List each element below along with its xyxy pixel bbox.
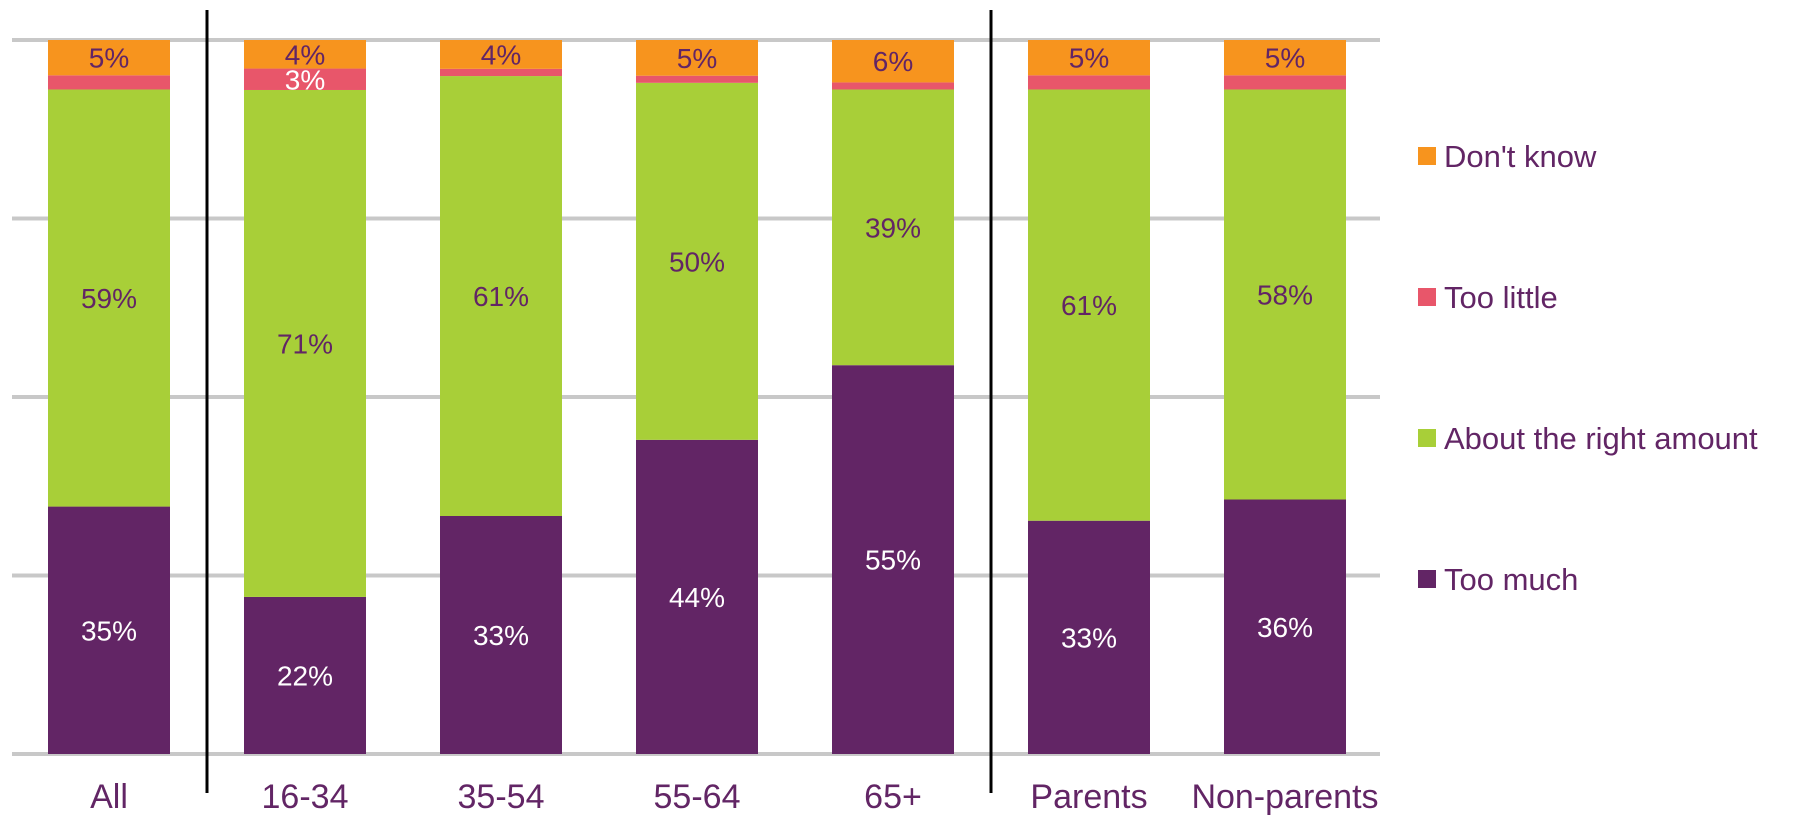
data-label: 5% bbox=[677, 43, 717, 74]
data-label: 71% bbox=[277, 328, 333, 359]
bar-segment-about-the-right-amount bbox=[1224, 89, 1346, 500]
bar-segment-too-little bbox=[832, 82, 954, 90]
x-tick-label: All bbox=[90, 778, 128, 816]
data-label: 44% bbox=[669, 582, 725, 613]
bar-segment-about-the-right-amount bbox=[244, 89, 366, 597]
legend-swatch bbox=[1418, 570, 1436, 588]
bar-segment-too-little bbox=[1224, 75, 1346, 90]
bar-segment-don-t-know bbox=[48, 40, 170, 76]
legend-label: About the right amount bbox=[1444, 421, 1758, 456]
bar-segment-don-t-know bbox=[440, 40, 562, 69]
data-label: 5% bbox=[1069, 43, 1109, 74]
legend-label: Too much bbox=[1444, 562, 1578, 597]
legend-swatch bbox=[1418, 288, 1436, 306]
bar-segment-too-much bbox=[1224, 499, 1346, 754]
bar-segment-don-t-know bbox=[1028, 40, 1150, 76]
bar-segment-don-t-know bbox=[832, 40, 954, 83]
data-label: 22% bbox=[277, 660, 333, 691]
data-label: 35% bbox=[81, 615, 137, 646]
bar-segment-too-little bbox=[636, 75, 758, 83]
legend-label: Don't know bbox=[1444, 139, 1597, 174]
data-label: 58% bbox=[1257, 279, 1313, 310]
data-label: 4% bbox=[285, 39, 325, 70]
bar-segment-too-little bbox=[244, 68, 366, 90]
x-tick-label: 35-54 bbox=[458, 778, 545, 816]
bar-segment-too-much bbox=[1028, 520, 1150, 754]
data-label: 4% bbox=[481, 39, 521, 70]
data-label: 55% bbox=[865, 545, 921, 576]
data-label: 33% bbox=[1061, 622, 1117, 653]
legend-swatch bbox=[1418, 429, 1436, 447]
bar-segment-too-much bbox=[636, 439, 758, 754]
bar-segment-about-the-right-amount bbox=[48, 89, 170, 507]
bar-segment-too-much bbox=[440, 516, 562, 754]
data-label: 3% bbox=[285, 64, 325, 95]
x-tick-label: 55-64 bbox=[654, 778, 741, 816]
x-tick-label: 16-34 bbox=[262, 778, 349, 816]
data-label: 59% bbox=[81, 283, 137, 314]
x-tick-label: Parents bbox=[1030, 778, 1147, 816]
data-label: 33% bbox=[473, 620, 529, 651]
data-label: 5% bbox=[1265, 43, 1305, 74]
bar-segment-about-the-right-amount bbox=[832, 89, 954, 366]
data-label: 61% bbox=[1061, 290, 1117, 321]
bar-segment-too-little bbox=[1028, 75, 1150, 90]
bar-segment-about-the-right-amount bbox=[440, 76, 562, 516]
bar-segment-don-t-know bbox=[244, 40, 366, 69]
bar-segment-about-the-right-amount bbox=[636, 82, 758, 440]
data-label: 39% bbox=[865, 212, 921, 243]
data-label: 36% bbox=[1257, 612, 1313, 643]
x-tick-label: 65+ bbox=[864, 778, 922, 816]
bar-segment-too-little bbox=[440, 68, 562, 77]
bar-segment-too-much bbox=[832, 365, 954, 754]
legend-swatch bbox=[1418, 147, 1436, 165]
data-label: 50% bbox=[669, 246, 725, 277]
bar-segment-about-the-right-amount bbox=[1028, 89, 1150, 521]
data-label: 61% bbox=[473, 281, 529, 312]
bar-segment-too-much bbox=[48, 506, 170, 754]
bar-segment-don-t-know bbox=[636, 40, 758, 76]
legend-label: Too little bbox=[1444, 280, 1558, 315]
bar-segment-don-t-know bbox=[1224, 40, 1346, 76]
x-tick-label: Non-parents bbox=[1191, 778, 1378, 816]
data-label: 6% bbox=[873, 46, 913, 77]
bar-segment-too-much bbox=[244, 596, 366, 754]
bar-segment-too-little bbox=[48, 75, 170, 90]
data-label: 5% bbox=[89, 43, 129, 74]
